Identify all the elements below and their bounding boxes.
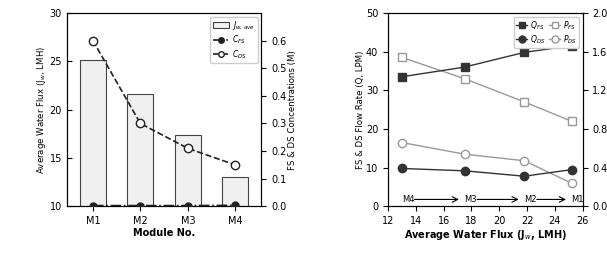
Text: M4: M4 [402,195,415,204]
X-axis label: Module No.: Module No. [133,228,195,238]
Y-axis label: FS & DS Flow Rate (Q, LPM): FS & DS Flow Rate (Q, LPM) [356,51,365,169]
Text: M2: M2 [524,195,537,204]
Bar [222,178,248,258]
Text: M3: M3 [464,195,477,204]
Y-axis label: FS & DS Concentrations (M): FS & DS Concentrations (M) [288,50,297,170]
Bar [80,60,106,258]
Y-axis label: Average Water Flux (J$_w$, LMH): Average Water Flux (J$_w$, LMH) [35,46,48,174]
Legend: $Q_{FS}$, $Q_{DS}$, $P_{FS}$, $P_{DS}$: $Q_{FS}$, $Q_{DS}$, $P_{FS}$, $P_{DS}$ [514,17,579,48]
Bar [175,135,201,258]
Bar [127,94,154,258]
X-axis label: Average Water Flux (J$_w$, LMH): Average Water Flux (J$_w$, LMH) [404,228,567,241]
Text: M1: M1 [572,195,584,204]
Legend: $J_{w,\,ave}$, $C_{FS}$, $C_{DS}$: $J_{w,\,ave}$, $C_{FS}$, $C_{DS}$ [210,17,257,63]
